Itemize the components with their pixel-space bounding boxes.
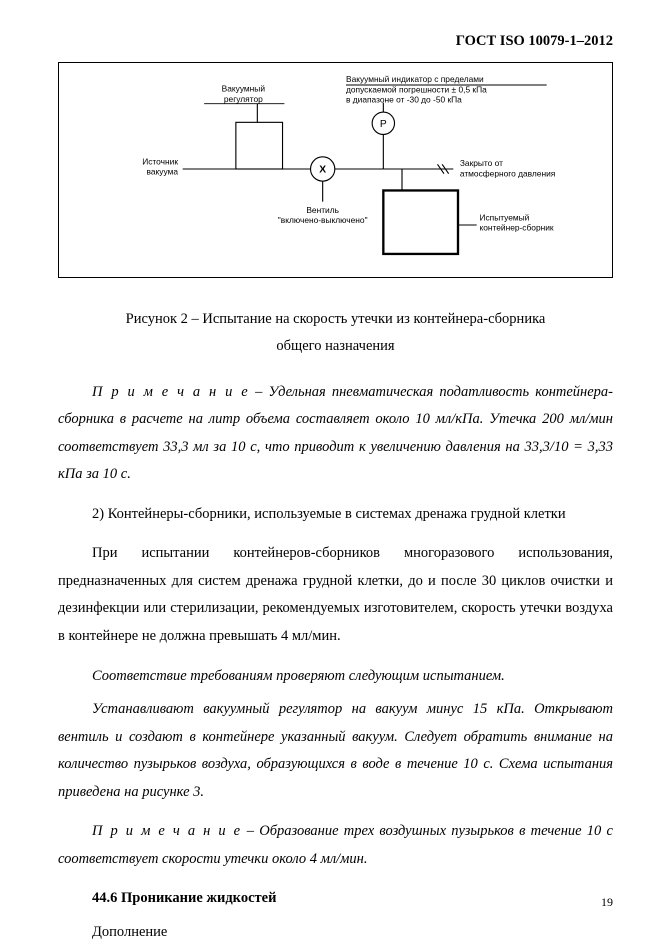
addendum-line: Дополнение: [58, 919, 613, 946]
note-1-prefix: П р и м е ч а н и е: [92, 384, 249, 400]
figure-frame: X P Вакуумныйрегулятор Вакуумный индикатор …: [58, 62, 613, 278]
svg-text:Закрыто отатмосферного давлени: Закрыто отатмосферного давления: [460, 158, 555, 178]
paragraph-3-text: Соответствие требованиям проверяют следу…: [92, 668, 505, 684]
page-root: ГОСТ ISO 10079-1–2012 X P Вакуумныйрегулят…: [0, 0, 661, 936]
paragraph-1-text: 2) Контейнеры-сборники, используемые в с…: [92, 506, 566, 522]
page-number: 19: [601, 891, 613, 914]
note-2: П р и м е ч а н и е – Образование трех в…: [58, 818, 613, 873]
svg-text:Вакуумныйрегулятор: Вакуумныйрегулятор: [222, 83, 266, 103]
svg-text:Вентиль"включено-выключено": Вентиль"включено-выключено": [278, 204, 368, 224]
paragraph-3-italic: Соответствие требованиям проверяют следу…: [58, 663, 613, 691]
figure-caption-line1: Рисунок 2 – Испытание на скорость утечки…: [58, 306, 613, 334]
svg-text:P: P: [380, 119, 387, 130]
svg-text:Испытуемыйконтейнер-сборник: Испытуемыйконтейнер-сборник: [479, 212, 553, 232]
section-title: 44.6 Проникание жидкостей: [58, 885, 613, 913]
note-2-prefix: П р и м е ч а н и е: [92, 823, 241, 839]
svg-text:Источниквакуума: Источниквакуума: [142, 156, 178, 176]
paragraph-1: 2) Контейнеры-сборники, используемые в с…: [58, 501, 613, 529]
svg-text:X: X: [319, 164, 326, 175]
figure-diagram: X P Вакуумныйрегулятор Вакуумный индикатор …: [67, 71, 597, 267]
paragraph-2: При испытании контейнеров-сборников мног…: [58, 540, 613, 650]
svg-text:Вакуумный индикатор с пределам: Вакуумный индикатор с пределамидопускаем…: [346, 74, 487, 105]
figure-caption-line2: общего назначения: [58, 333, 613, 361]
paragraph-4-italic: Устанавливают вакуумный регулятор на вак…: [58, 696, 613, 806]
doc-header: ГОСТ ISO 10079-1–2012: [58, 28, 613, 56]
paragraph-2-text: При испытании контейнеров-сборников мног…: [58, 545, 613, 644]
note-1: П р и м е ч а н и е – Удельная пневматич…: [58, 379, 613, 489]
paragraph-4-text: Устанавливают вакуумный регулятор на вак…: [58, 701, 613, 800]
figure-caption: Рисунок 2 – Испытание на скорость утечки…: [58, 306, 613, 361]
section-title-text: 44.6 Проникание жидкостей: [92, 890, 276, 906]
addendum-text: Дополнение: [92, 924, 167, 940]
